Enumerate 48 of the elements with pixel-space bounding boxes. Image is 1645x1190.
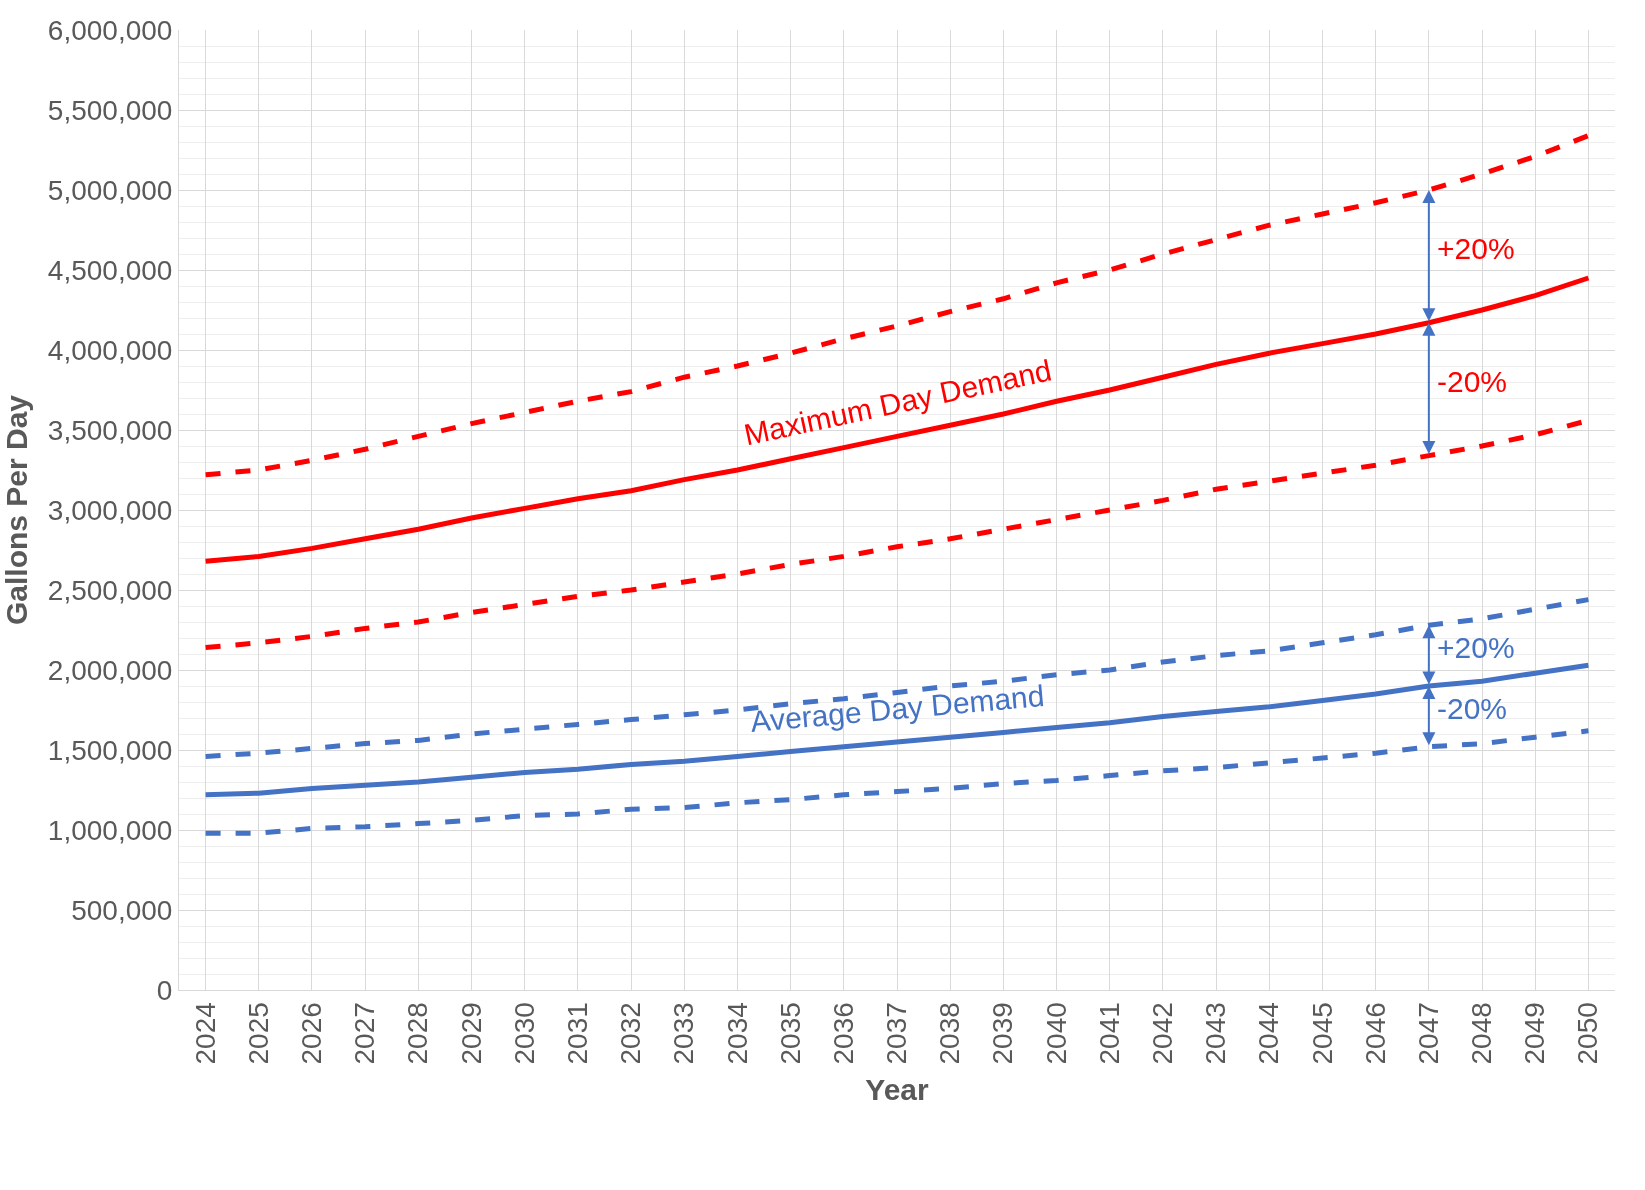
y-tick-label: 6,000,000 [47,14,173,46]
x-tick-label: 2047 [1412,1002,1444,1065]
y-tick-label: 2,000,000 [47,654,173,686]
x-tick-label: 2041 [1093,1002,1125,1065]
annotation: -20% [1437,692,1508,725]
y-tick-label: 3,500,000 [47,414,173,446]
x-tick-label: 2037 [881,1002,913,1065]
x-tick-label: 2030 [508,1002,540,1065]
y-tick-label: 5,000,000 [47,174,173,206]
x-tick-label: 2045 [1306,1002,1338,1065]
annotation: -20% [1437,365,1508,398]
x-tick-label: 2036 [827,1002,859,1065]
y-tick-label: 1,500,000 [47,734,173,766]
y-tick-label: 4,000,000 [47,334,173,366]
x-tick-label: 2024 [189,1002,221,1065]
x-tick-label: 2028 [402,1002,434,1065]
y-axis-title: Gallons Per Day [0,394,33,626]
x-tick-label: 2039 [987,1002,1019,1065]
x-tick-label: 2025 [242,1002,274,1065]
x-tick-label: 2048 [1466,1002,1498,1065]
x-tick-label: 2050 [1572,1002,1604,1065]
annotation: +20% [1437,232,1515,265]
x-axis-title: Year [865,1073,930,1106]
text: Average Day Demand [749,678,1046,739]
x-tick-label: 2027 [349,1002,381,1065]
x-tick-label: 2043 [1200,1002,1232,1065]
y-tick-label: 3,000,000 [47,494,173,526]
x-tick-label: 2031 [561,1002,593,1065]
x-tick-label: 2046 [1359,1002,1391,1065]
x-tick-label: 2042 [1147,1002,1179,1065]
x-tick-label: 2033 [668,1002,700,1065]
y-tick-label: 0 [156,974,173,1006]
x-tick-label: 2034 [721,1002,753,1065]
y-tick-label: 1,000,000 [47,814,173,846]
y-tick-label: 4,500,000 [47,254,173,286]
x-tick-label: 2035 [774,1002,806,1065]
annotation: +20% [1437,631,1515,664]
y-tick-label: 5,500,000 [47,94,173,126]
x-tick-label: 2044 [1253,1002,1285,1065]
y-tick-label: 500,000 [71,894,173,926]
x-tick-label: 2032 [615,1002,647,1065]
y-tick-label: 2,500,000 [47,574,173,606]
x-tick-label: 2029 [455,1002,487,1065]
x-tick-label: 2049 [1519,1002,1551,1065]
x-tick-label: 2040 [1040,1002,1072,1065]
text: Maximum Day Demand [741,353,1055,452]
x-tick-label: 2026 [296,1002,328,1065]
x-tick-label: 2038 [934,1002,966,1065]
